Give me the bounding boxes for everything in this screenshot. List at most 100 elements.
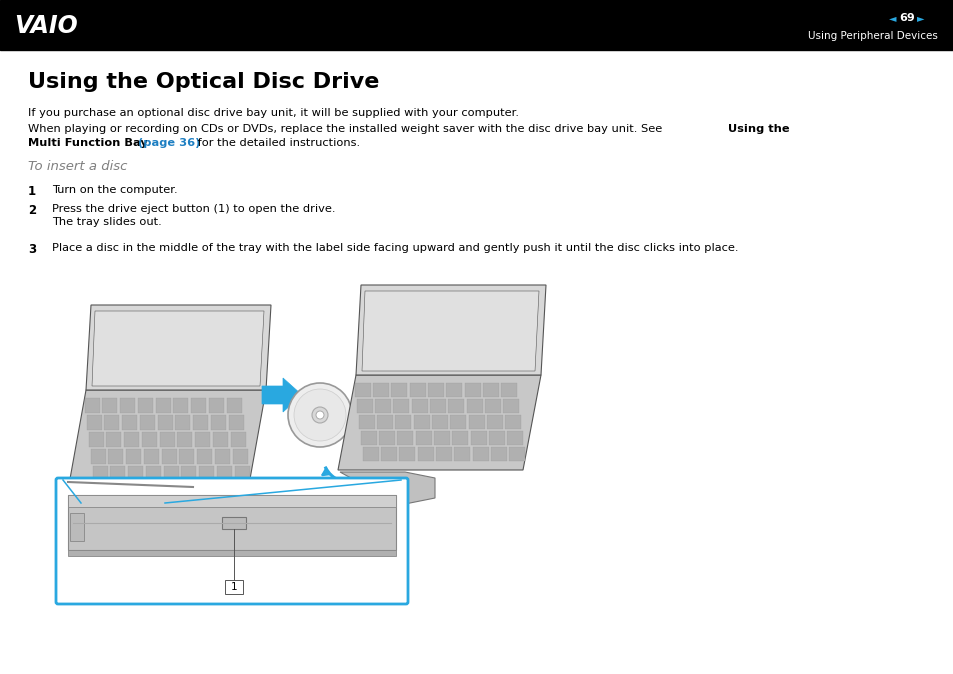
Bar [432, 415, 448, 429]
Bar [194, 432, 210, 447]
Text: 69: 69 [898, 13, 914, 23]
Bar [358, 415, 375, 429]
Polygon shape [86, 305, 271, 390]
Bar [122, 415, 137, 430]
Bar [373, 383, 389, 397]
Bar [380, 447, 396, 461]
Bar [484, 399, 500, 413]
Bar [363, 447, 378, 461]
Bar [211, 415, 226, 430]
Text: 3: 3 [28, 243, 36, 256]
Text: Multi Function Bay: Multi Function Bay [28, 138, 152, 148]
Bar [214, 449, 230, 464]
Bar [233, 449, 248, 464]
Text: 2: 2 [28, 204, 36, 217]
Bar [144, 449, 159, 464]
Polygon shape [361, 291, 538, 371]
Bar [172, 398, 188, 413]
Bar [160, 432, 174, 447]
Bar [410, 383, 426, 397]
Bar [500, 383, 517, 397]
Bar [193, 415, 208, 430]
Bar [473, 447, 489, 461]
Circle shape [312, 407, 328, 423]
Bar [68, 495, 395, 507]
Bar [417, 447, 434, 461]
Bar [393, 399, 409, 413]
Bar [491, 447, 506, 461]
Bar [110, 466, 125, 481]
Polygon shape [91, 311, 264, 386]
Bar [378, 431, 395, 445]
Circle shape [294, 389, 346, 441]
Text: VAIO: VAIO [14, 14, 77, 38]
Bar [428, 383, 443, 397]
Bar [414, 415, 430, 429]
Text: 1: 1 [231, 582, 237, 592]
Bar [156, 398, 171, 413]
Bar [146, 466, 161, 481]
Bar [416, 431, 432, 445]
Bar [102, 398, 117, 413]
Bar [181, 466, 195, 481]
Bar [469, 415, 484, 429]
Bar [124, 432, 139, 447]
Bar [450, 415, 465, 429]
Bar [68, 550, 395, 556]
Polygon shape [355, 285, 545, 375]
Polygon shape [339, 472, 435, 505]
Bar [0, 0, 953, 50]
Bar [467, 399, 482, 413]
Bar [120, 398, 135, 413]
Bar [138, 398, 152, 413]
Bar [70, 513, 84, 541]
Bar [360, 431, 376, 445]
Bar [375, 399, 391, 413]
Text: Turn on the computer.: Turn on the computer. [52, 185, 177, 195]
Text: ◄: ◄ [888, 13, 896, 23]
Bar [509, 447, 524, 461]
Bar [355, 383, 371, 397]
Bar [158, 415, 172, 430]
Bar [128, 466, 143, 481]
Text: Press the drive eject button (1) to open the drive.: Press the drive eject button (1) to open… [52, 204, 335, 214]
Bar [209, 398, 224, 413]
Text: for the detailed instructions.: for the detailed instructions. [193, 138, 359, 148]
Bar [164, 466, 179, 481]
Bar [229, 415, 244, 430]
Text: If you purchase an optional disc drive bay unit, it will be supplied with your c: If you purchase an optional disc drive b… [28, 108, 518, 118]
Bar [89, 432, 104, 447]
Bar [436, 447, 452, 461]
Bar [430, 399, 446, 413]
Bar [174, 415, 190, 430]
Bar [486, 415, 502, 429]
Bar [162, 449, 177, 464]
Text: To insert a disc: To insert a disc [28, 160, 128, 173]
Bar [504, 415, 520, 429]
Bar [502, 399, 518, 413]
Bar [196, 449, 212, 464]
Bar [234, 466, 250, 481]
Bar [92, 466, 108, 481]
Bar [434, 431, 450, 445]
Bar [398, 447, 415, 461]
FancyBboxPatch shape [56, 478, 408, 604]
Bar [396, 431, 413, 445]
Text: Place a disc in the middle of the tray with the label side facing upward and gen: Place a disc in the middle of the tray w… [52, 243, 738, 253]
Text: The tray slides out.: The tray slides out. [52, 217, 162, 227]
Bar [179, 449, 193, 464]
Polygon shape [68, 390, 266, 490]
Text: ►: ► [916, 13, 923, 23]
Bar [222, 517, 246, 529]
Bar [227, 398, 242, 413]
Bar [108, 449, 123, 464]
Bar [199, 466, 213, 481]
Bar [87, 415, 102, 430]
Text: Using the Optical Disc Drive: Using the Optical Disc Drive [28, 72, 379, 92]
Polygon shape [262, 378, 302, 412]
Bar [395, 415, 411, 429]
Bar [448, 399, 463, 413]
Bar [506, 431, 522, 445]
Bar [68, 495, 395, 550]
Bar [471, 431, 486, 445]
